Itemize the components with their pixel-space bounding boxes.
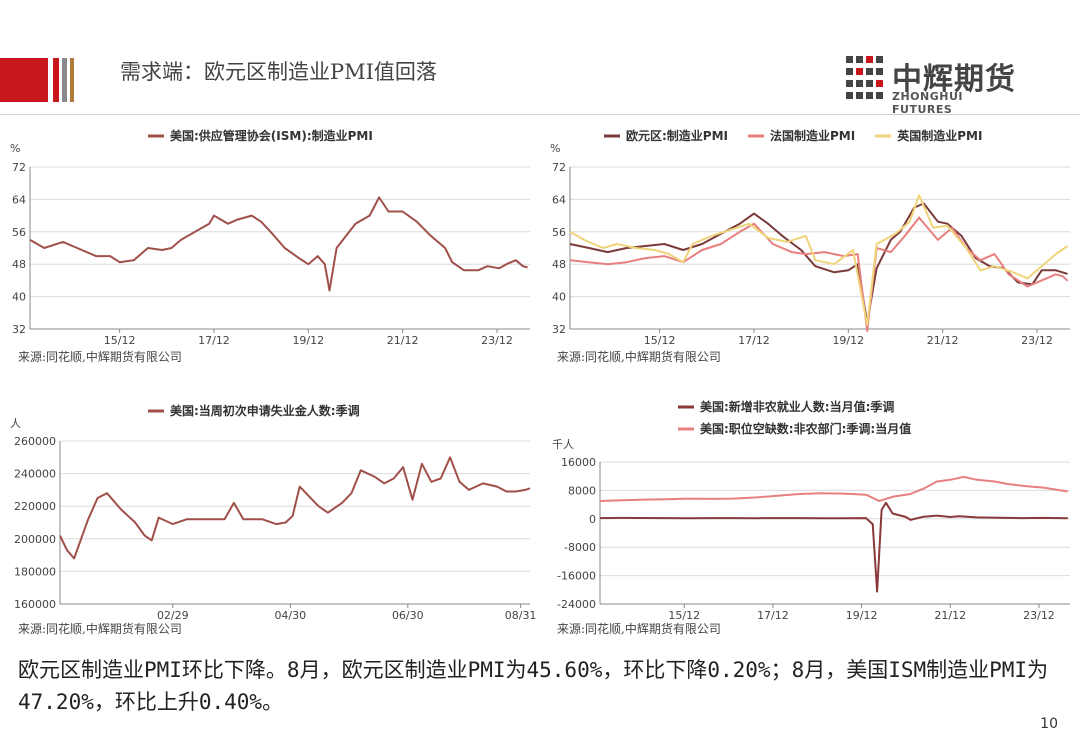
x-tick-label: 19/12 — [832, 334, 864, 345]
y-tick-label: 240000 — [14, 468, 56, 481]
y-tick-label: 32 — [552, 323, 566, 336]
y-tick-label: 160000 — [14, 598, 56, 611]
header-divider — [0, 114, 1080, 115]
legend-label: 英国制造业PMI — [897, 128, 982, 143]
chart-source-label: 来源:同花顺,中辉期货有限公司 — [557, 350, 721, 364]
legend-label: 美国:职位空缺数:非农部门:季调:当月值 — [700, 421, 911, 436]
logo-chinese-name: 中辉期货 — [892, 62, 1016, 97]
x-tick-label: 19/12 — [292, 334, 324, 345]
x-tick-label: 21/12 — [387, 334, 419, 345]
x-tick-label: 17/12 — [198, 334, 230, 345]
chart-source-label: 来源:同花顺,中辉期货有限公司 — [18, 622, 182, 636]
logo-grid-icon — [846, 56, 883, 99]
y-tick-label: 56 — [12, 226, 26, 239]
y-tick-label: 72 — [12, 161, 26, 174]
x-tick-label: 19/12 — [846, 609, 878, 622]
x-tick-label: 23/12 — [1023, 609, 1055, 622]
x-tick-label: 23/12 — [481, 334, 513, 345]
legend-label: 美国:新增非农就业人数:当月值:季调 — [700, 399, 894, 414]
y-tick-label: 16000 — [561, 456, 596, 469]
series-line — [59, 456, 531, 560]
legend-label: 欧元区:制造业PMI — [626, 128, 728, 143]
y-unit-label: 千人 — [552, 438, 574, 451]
x-tick-label: 04/30 — [274, 609, 306, 622]
chart-source-label: 来源:同花顺,中辉期货有限公司 — [18, 350, 182, 364]
header-accent-bar — [62, 58, 67, 102]
series-line — [599, 475, 1068, 502]
y-tick-label: 40 — [552, 291, 566, 304]
x-tick-label: 21/12 — [927, 334, 959, 345]
chart-us-ism-pmi: 32 40 48 56 64 72 15/12 17/12 19/12 21/12 23/12% 美国… — [10, 128, 530, 345]
y-unit-label: % — [10, 142, 20, 155]
page-title: 需求端：欧元区制造业PMI值回落 — [120, 60, 437, 84]
header-accent-bar — [70, 58, 74, 102]
legend-label: 美国:当周初次申请失业金人数:季调 — [170, 403, 360, 418]
x-tick-label: 02/29 — [157, 609, 189, 622]
x-tick-label: 15/12 — [104, 334, 136, 345]
summary-text: 欧元区制造业PMI环比下降。8月，欧元区制造业PMI为45.60%，环比下降0.… — [18, 658, 1049, 714]
series-line — [29, 196, 528, 292]
logo-english-name: ZHONGHUI FUTURES — [892, 90, 963, 116]
y-tick-label: 180000 — [14, 565, 56, 578]
y-tick-label: 8000 — [568, 484, 596, 497]
x-tick-label: 23/12 — [1021, 334, 1053, 345]
y-tick-label: 40 — [12, 291, 26, 304]
header-red-block — [0, 58, 48, 102]
y-tick-label: 220000 — [14, 500, 56, 513]
series-line — [569, 216, 1069, 332]
series-line — [569, 194, 1069, 326]
x-tick-label: 06/30 — [392, 609, 424, 622]
y-tick-label: 64 — [12, 193, 26, 206]
x-tick-label: 15/12 — [668, 609, 700, 622]
y-tick-label: 48 — [552, 258, 566, 271]
y-tick-label: 32 — [12, 323, 26, 336]
series-line — [569, 202, 1068, 324]
series-line — [599, 501, 1068, 593]
y-tick-label: -24000 — [557, 598, 596, 611]
chart-europe-pmi: 32 40 48 56 64 72 15/12 17/12 19/12 21/12 23/12% 欧元… — [550, 128, 1070, 345]
legend-label: 法国制造业PMI — [770, 128, 855, 143]
page-number: 10 — [1040, 716, 1058, 732]
y-tick-label: -16000 — [557, 570, 596, 583]
x-tick-label: 15/12 — [644, 334, 676, 345]
y-tick-label: 56 — [552, 226, 566, 239]
y-tick-label: -8000 — [564, 541, 596, 554]
x-tick-label: 17/12 — [738, 334, 770, 345]
chart-us-nonfarm-jobs: -24000 -16000 -8000 0 8000 16000 15/12 17/12 19/… — [552, 399, 1070, 622]
y-tick-label: 200000 — [14, 533, 56, 546]
y-tick-label: 0 — [589, 513, 596, 526]
header-accent-bar — [53, 58, 59, 102]
y-tick-label: 48 — [12, 258, 26, 271]
company-logo: 中辉期货 ZHONGHUI FUTURES — [846, 54, 1026, 116]
x-tick-label: 08/31 — [505, 609, 537, 622]
x-tick-label: 21/12 — [934, 609, 966, 622]
chart-source-label: 来源:同花顺,中辉期货有限公司 — [557, 622, 721, 636]
y-tick-label: 260000 — [14, 435, 56, 448]
chart-us-jobless-claims: 160000 180000 200000 220000 240000 260000 02/2… — [10, 403, 537, 622]
y-unit-label: 人 — [10, 417, 21, 430]
legend-label: 美国:供应管理协会(ISM):制造业PMI — [170, 128, 373, 143]
x-tick-label: 17/12 — [757, 609, 789, 622]
y-tick-label: 72 — [552, 161, 566, 174]
y-unit-label: % — [550, 142, 560, 155]
y-tick-label: 64 — [552, 193, 566, 206]
